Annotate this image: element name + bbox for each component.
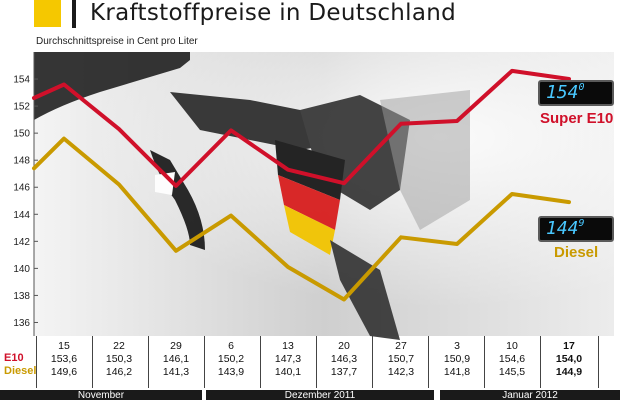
column-separator bbox=[204, 336, 205, 388]
lcd-super-decimal: 0 bbox=[578, 82, 585, 93]
value-table: E10 Diesel 15 153,6 149,6 22 150,3 146,2 29 146… bbox=[0, 336, 620, 400]
lcd-diesel-main: 144 bbox=[546, 218, 579, 239]
page-title: Kraftstoffpreise in Deutschland bbox=[90, 0, 457, 26]
month-bar: Januar 2012 bbox=[440, 390, 620, 400]
table-date-cell: 3 bbox=[454, 340, 460, 352]
table-diesel-cell: 142,3 bbox=[387, 366, 415, 378]
table-e10-cell: 146,1 bbox=[162, 353, 190, 365]
table-date-cell: 20 bbox=[338, 340, 350, 352]
month-bar: Dezember 2011 bbox=[206, 390, 434, 400]
header: Kraftstoffpreise in Deutschland bbox=[0, 0, 620, 30]
table-date-cell: 17 bbox=[563, 340, 575, 352]
column-separator bbox=[428, 336, 429, 388]
column-separator bbox=[92, 336, 93, 388]
table-e10-cell: 154,6 bbox=[498, 353, 526, 365]
table-diesel-cell: 137,7 bbox=[330, 366, 358, 378]
column-separator bbox=[372, 336, 373, 388]
y-tick-label: 140 bbox=[13, 264, 30, 275]
table-diesel-cell: 149,6 bbox=[50, 366, 78, 378]
table-diesel-cell: 141,3 bbox=[162, 366, 190, 378]
table-e10-cell: 154,0 bbox=[555, 353, 583, 365]
column-separator bbox=[148, 336, 149, 388]
table-e10-cell: 150,3 bbox=[105, 353, 133, 365]
lcd-super-main: 154 bbox=[546, 82, 579, 103]
brand-square bbox=[34, 0, 61, 27]
table-diesel-cell: 140,1 bbox=[274, 366, 302, 378]
table-e10-cell: 153,6 bbox=[50, 353, 78, 365]
y-axis: 136 138 140 142 144 146 148 150 152 154 bbox=[13, 52, 38, 336]
table-e10-cell: 150,2 bbox=[217, 353, 245, 365]
column-separator bbox=[36, 336, 37, 388]
y-tick-label: 138 bbox=[13, 291, 30, 302]
column-separator bbox=[260, 336, 261, 388]
table-diesel-cell: 145,5 bbox=[498, 366, 526, 378]
month-bar: November bbox=[0, 390, 202, 400]
title-divider bbox=[72, 0, 76, 28]
y-tick-label: 144 bbox=[13, 210, 30, 221]
table-date-cell: 29 bbox=[170, 340, 182, 352]
column-separator bbox=[316, 336, 317, 388]
table-date-cell: 6 bbox=[228, 340, 234, 352]
table-diesel-cell: 146,2 bbox=[105, 366, 133, 378]
series-label-diesel: Diesel bbox=[554, 244, 599, 261]
table-date-cell: 27 bbox=[395, 340, 407, 352]
table-e10-cell: 147,3 bbox=[274, 353, 302, 365]
row-label-e10: E10 bbox=[4, 352, 24, 364]
lcd-display-diesel: 1449 bbox=[538, 216, 614, 242]
y-tick-label: 142 bbox=[13, 237, 30, 248]
table-diesel-cell: 143,9 bbox=[217, 366, 245, 378]
lcd-diesel-decimal: 9 bbox=[578, 218, 585, 229]
table-e10-cell: 150,9 bbox=[443, 353, 471, 365]
chart-subtitle: Durchschnittspreise in Cent pro Liter bbox=[36, 36, 198, 47]
series-group bbox=[32, 68, 571, 302]
y-tick-label: 150 bbox=[13, 129, 30, 140]
series-label-super: Super E10 bbox=[540, 110, 614, 127]
y-tick-label: 146 bbox=[13, 183, 30, 194]
column-separator bbox=[598, 336, 599, 388]
table-e10-cell: 146,3 bbox=[330, 353, 358, 365]
y-tick-label: 148 bbox=[13, 156, 30, 167]
column-separator bbox=[540, 336, 541, 388]
y-tick-label: 152 bbox=[13, 102, 30, 113]
y-tick-label: 154 bbox=[13, 75, 30, 86]
nozzle-illustration bbox=[34, 52, 470, 340]
table-date-cell: 13 bbox=[282, 340, 294, 352]
row-label-diesel: Diesel bbox=[4, 365, 37, 377]
table-date-cell: 15 bbox=[58, 340, 70, 352]
y-tick-label: 136 bbox=[13, 318, 30, 329]
table-e10-cell: 150,7 bbox=[387, 353, 415, 365]
table-diesel-cell: 141,8 bbox=[443, 366, 471, 378]
table-date-cell: 10 bbox=[506, 340, 518, 352]
lcd-display-super: 1540 bbox=[538, 80, 614, 106]
column-separator bbox=[484, 336, 485, 388]
table-diesel-cell: 144,9 bbox=[555, 366, 583, 378]
table-date-cell: 22 bbox=[113, 340, 125, 352]
